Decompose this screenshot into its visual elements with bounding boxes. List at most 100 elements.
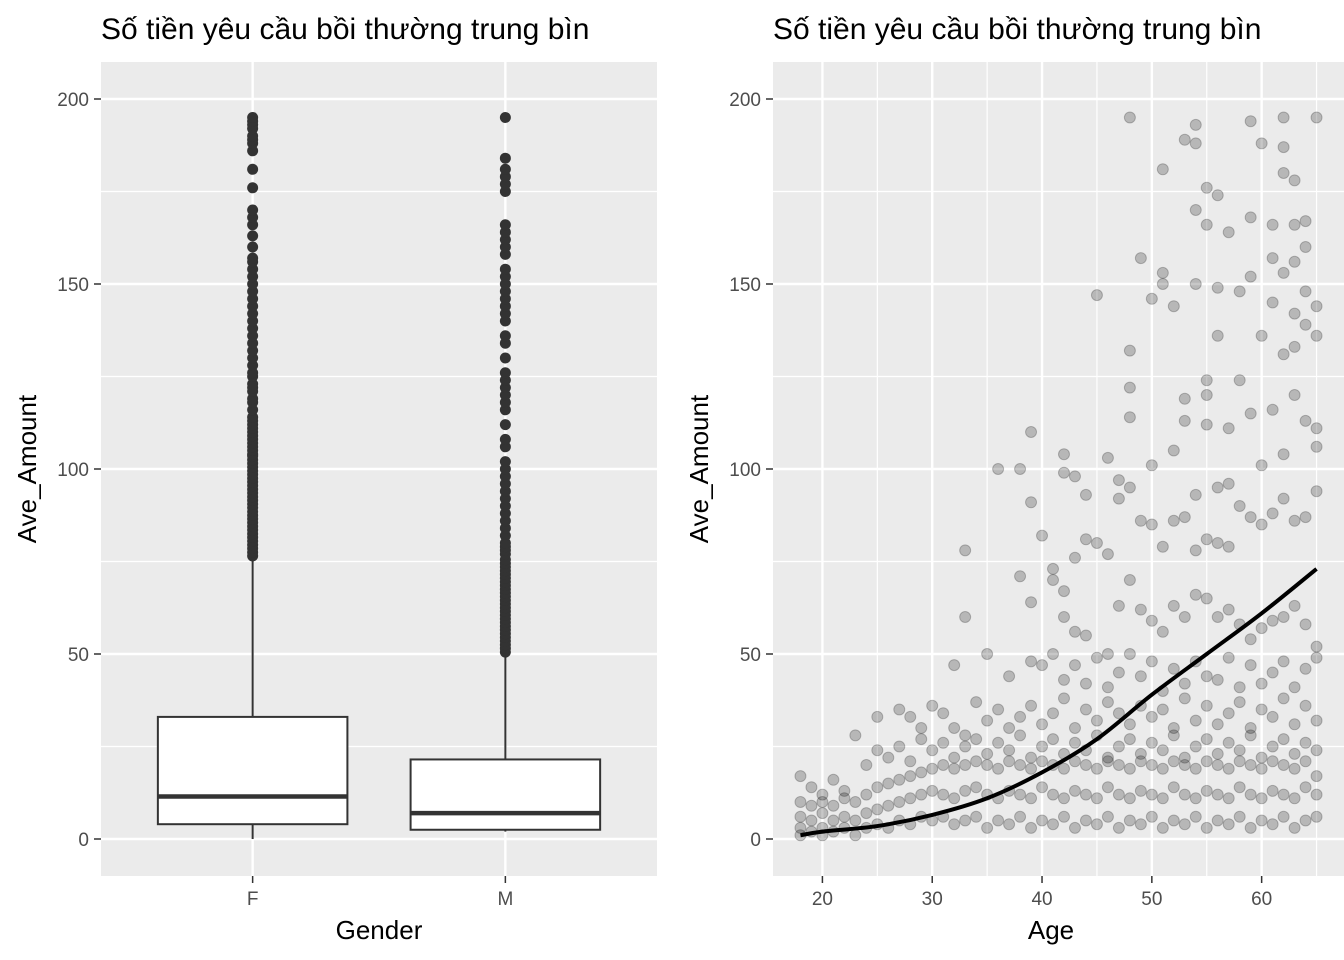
- scatter-point: [948, 659, 961, 672]
- scatter-point: [1189, 588, 1202, 601]
- scatter-point: [1167, 729, 1180, 742]
- scatter-point: [1277, 348, 1290, 361]
- outlier-point: [247, 204, 259, 216]
- scatter-point: [1299, 699, 1312, 712]
- scatter-point: [1156, 163, 1169, 176]
- scatter-point: [882, 777, 895, 790]
- scatter-point: [1112, 759, 1125, 771]
- scatter-point: [1079, 677, 1092, 690]
- scatter-point: [1145, 759, 1158, 771]
- scatter-point: [1145, 292, 1158, 305]
- scatter-point: [1310, 111, 1323, 124]
- scatter-point: [1014, 810, 1027, 823]
- scatter-point: [1189, 544, 1202, 557]
- scatter-point: [981, 747, 994, 760]
- scatter-point: [915, 766, 928, 779]
- scatter-point: [893, 773, 906, 786]
- scatter-point: [827, 773, 840, 786]
- scatter-point: [1299, 618, 1312, 631]
- scatter-point: [1178, 759, 1191, 771]
- scatter-point: [1156, 744, 1169, 757]
- outlier-point: [499, 367, 511, 379]
- scatter-point: [959, 784, 972, 797]
- scatter-point: [1288, 514, 1301, 527]
- scatter-point: [1211, 481, 1224, 494]
- scatter-point: [1266, 755, 1279, 768]
- scatter-point: [959, 814, 972, 827]
- scatter-point: [1047, 788, 1060, 801]
- scatter-point: [1025, 821, 1038, 834]
- scatter-point: [816, 788, 829, 801]
- outlier-point: [499, 433, 511, 445]
- scatter-point: [1057, 585, 1070, 598]
- scatter-point: [1036, 781, 1049, 794]
- scatter-point: [1025, 426, 1038, 438]
- x-tick-label: 20: [812, 889, 833, 910]
- outlier-point: [499, 112, 511, 123]
- scatter-point: [1112, 474, 1125, 487]
- scatter-point: [937, 788, 950, 801]
- y-tick-label: 200: [729, 90, 761, 111]
- scatter-point: [1200, 755, 1213, 768]
- scatter-point: [1025, 655, 1038, 668]
- scatter-point: [970, 696, 983, 709]
- boxplot-boxes: [156, 112, 602, 839]
- scatter-point: [1299, 241, 1312, 253]
- y-tick-label: 0: [78, 830, 89, 851]
- scatter-point: [1178, 751, 1191, 764]
- scatter-point: [959, 729, 972, 742]
- scatter-y-tick-labels: 0 50 100 150 200: [729, 90, 773, 851]
- scatter-point: [1255, 137, 1268, 150]
- scatter-point: [1090, 792, 1103, 805]
- scatter-point: [1222, 477, 1235, 490]
- scatter-point: [915, 733, 928, 746]
- scatter-point: [1090, 762, 1103, 775]
- scatter-point: [1266, 614, 1279, 627]
- scatter-point: [959, 759, 972, 771]
- scatter-point: [926, 744, 939, 757]
- scatter-point: [1014, 710, 1027, 723]
- scatter-point: [816, 807, 829, 820]
- scatter-point: [1200, 784, 1213, 797]
- scatter-point: [1299, 511, 1312, 524]
- scatter-point: [1047, 562, 1060, 575]
- scatter-point: [1233, 374, 1246, 387]
- scatter-point: [1200, 733, 1213, 746]
- outlier-point: [247, 163, 259, 175]
- scatter-point: [1079, 759, 1092, 771]
- scatter-point: [1288, 307, 1301, 320]
- outlier-point: [499, 152, 511, 164]
- scatter-point: [904, 755, 917, 768]
- scatter-point: [1288, 218, 1301, 231]
- boxplot-panel: Số tiền yêu cầu bồi thường trung bìn 0 50…: [12, 13, 657, 945]
- scatter-point: [849, 796, 862, 808]
- outlier-point: [499, 419, 511, 431]
- scatter-point: [1134, 755, 1147, 768]
- scatter-point: [1255, 459, 1268, 472]
- scatter-point: [1310, 788, 1323, 801]
- scatter-point: [1189, 714, 1202, 727]
- outlier-point: [247, 182, 259, 194]
- scatter-point: [1167, 814, 1180, 827]
- boxplot-y-tick-labels: 0 50 100 150 200: [57, 90, 101, 851]
- scatter-point: [1299, 414, 1312, 427]
- scatter-point: [1266, 403, 1279, 416]
- y-tick-label: 150: [729, 275, 761, 296]
- scatter-point: [794, 770, 807, 783]
- scatter-point: [1145, 655, 1158, 668]
- scatter-point: [1233, 755, 1246, 768]
- scatter-point: [1222, 226, 1235, 239]
- y-tick-label: 50: [68, 645, 89, 666]
- scatter-point: [849, 829, 862, 842]
- scatter-point: [1211, 281, 1224, 294]
- scatter-point: [1101, 451, 1114, 464]
- scatter-point: [1101, 696, 1114, 709]
- scatter-point: [1222, 707, 1235, 720]
- scatter-point: [860, 807, 873, 820]
- scatter-point: [1068, 659, 1081, 672]
- scatter-point: [1156, 540, 1169, 553]
- scatter-point: [1101, 755, 1114, 768]
- scatter-point: [1277, 141, 1290, 154]
- scatter-point: [1068, 551, 1081, 564]
- scatter-point: [827, 814, 840, 827]
